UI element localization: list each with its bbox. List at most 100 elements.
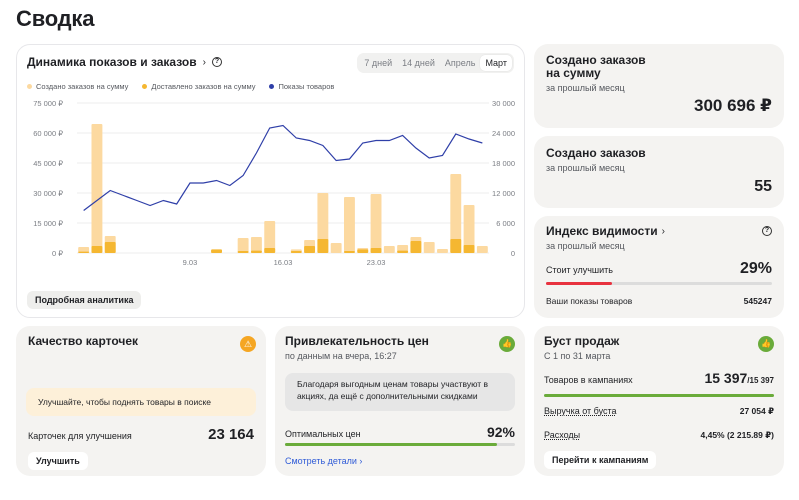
visibility-improve-label: Стоит улучшить: [546, 265, 613, 275]
bar-created: [423, 242, 435, 253]
boost-title: Буст продаж: [544, 334, 620, 348]
bar-created: [250, 237, 262, 253]
bar-created: [383, 246, 395, 253]
boost-goods-row: Товаров в кампаниях 15 397/15 397: [544, 370, 774, 388]
bar-delivered: [317, 239, 329, 253]
x-axis-tick-label: 16.03: [274, 258, 293, 267]
visibility-progress-fill: [546, 282, 612, 285]
orders-sum-value: 300 696 ₽: [693, 96, 772, 115]
legend-item-impressions[interactable]: Показы товаров: [269, 82, 334, 91]
legend-label: Доставлено заказов на сумму: [151, 82, 256, 91]
boost-revenue-row: Выручка от буста 27 054 ₽: [544, 406, 774, 417]
bar-delivered: [264, 248, 276, 253]
bar-delivered: [78, 251, 90, 253]
bar-delivered: [290, 251, 302, 253]
chart-card: Динамика показов и заказов › ? 7 дней 14…: [16, 44, 525, 318]
legend-item-delivered[interactable]: Доставлено заказов на сумму: [142, 82, 255, 91]
bar-delivered: [410, 241, 422, 253]
campaigns-button[interactable]: Перейти к кампаниям: [544, 451, 657, 469]
boost-progress-track: [544, 394, 774, 397]
orders-count-value: 55: [754, 178, 772, 195]
price-title: Привлекательность цен: [285, 334, 429, 348]
visibility-header[interactable]: Индекс видимости ›: [546, 224, 772, 238]
quality-count-value: 23 164: [208, 426, 254, 443]
orders-sum-subtitle: за прошлый месяц: [546, 83, 625, 93]
bar-created: [370, 194, 382, 253]
right-axis-tick-label: 6 000: [496, 219, 515, 228]
quality-count-label: Карточек для улучшения: [28, 431, 132, 441]
price-details-link-text[interactable]: Смотреть детали: [285, 456, 357, 466]
bar-created: [78, 247, 90, 253]
boost-goods-value: 15 397: [704, 370, 748, 386]
page-title: Сводка: [16, 6, 95, 31]
price-subtitle: по данным на вчера, 16:27: [285, 351, 397, 361]
boost-expenses-label[interactable]: Расходы: [544, 430, 581, 440]
right-axis-tick-label: 12 000: [492, 189, 515, 198]
chart-title[interactable]: Динамика показов и заказов: [27, 55, 197, 69]
tab-7-days[interactable]: 7 дней: [364, 58, 393, 68]
chevron-right-icon[interactable]: ›: [359, 456, 363, 466]
price-percent: 92%: [486, 424, 515, 440]
boost-expenses-value: 4,45% (2 215.89 ₽): [700, 430, 775, 440]
chart-legend: Создано заказов на сумму Доставлено зака…: [27, 82, 334, 91]
bar-created: [476, 246, 488, 253]
boost-revenue-label[interactable]: Выручка от буста: [544, 406, 617, 416]
bar-delivered: [344, 251, 355, 253]
left-axis-tick-label: 0 ₽: [52, 249, 63, 258]
visibility-card: Индекс видимости › ? за прошлый месяц Ст…: [534, 216, 784, 318]
bar-delivered: [237, 251, 249, 253]
left-axis-tick-label: 60 000 ₽: [33, 129, 63, 138]
tab-april[interactable]: Апрель: [444, 58, 476, 68]
thumbs-up-icon: 👍: [499, 336, 515, 352]
bar-created: [91, 124, 103, 253]
price-info: Благодаря выгодным ценам товары участвую…: [285, 373, 515, 411]
left-axis-tick-label: 30 000 ₽: [33, 189, 63, 198]
analytics-button[interactable]: Подробная аналитика: [27, 291, 142, 309]
bar-delivered: [397, 250, 409, 253]
boost-card: Буст продаж С 1 по 31 марта 👍 Товаров в …: [534, 326, 784, 476]
x-axis-tick-label: 9.03: [183, 258, 198, 267]
bar-delivered: [104, 242, 116, 253]
tab-march[interactable]: Март: [480, 55, 512, 71]
bar-delivered: [463, 245, 475, 253]
price-progress-track: [285, 443, 515, 446]
quality-title: Качество карточек: [28, 334, 139, 348]
tab-14-days[interactable]: 14 дней: [402, 58, 435, 68]
chevron-right-icon[interactable]: ›: [202, 56, 206, 68]
quality-hint: Улучшайте, чтобы поднять товары в поиске: [26, 388, 256, 416]
left-axis-tick-label: 15 000 ₽: [33, 219, 63, 228]
visibility-title[interactable]: Индекс видимости: [546, 224, 658, 238]
right-axis-tick-label: 24 000: [492, 129, 515, 138]
bar-created: [463, 205, 475, 253]
help-icon[interactable]: ?: [211, 57, 222, 67]
price-progress-fill: [285, 443, 497, 446]
visibility-subtitle: за прошлый месяц: [546, 241, 625, 251]
quality-card: Качество карточек ⚠ Улучшайте, чтобы под…: [16, 326, 266, 476]
legend-item-created[interactable]: Создано заказов на сумму: [27, 82, 128, 91]
boost-goods-value-group: 15 397/15 397: [704, 370, 774, 388]
thumbs-up-icon: 👍: [758, 336, 774, 352]
bar-delivered: [250, 250, 262, 253]
orders-sum-card: Создано заказов на сумму за прошлый меся…: [534, 44, 784, 128]
legend-dot: [142, 84, 148, 89]
bar-delivered: [211, 249, 222, 253]
x-axis-tick-label: 23.03: [367, 258, 386, 267]
chart-header[interactable]: Динамика показов и заказов › ?: [27, 55, 222, 69]
left-axis-tick-label: 45 000 ₽: [33, 159, 63, 168]
left-axis-tick-label: 75 000 ₽: [33, 99, 63, 108]
right-axis-tick-label: 0: [511, 249, 515, 258]
bar-delivered: [91, 246, 103, 253]
bar-delivered: [357, 249, 369, 253]
bar-created: [450, 174, 462, 253]
help-icon[interactable]: ?: [762, 226, 772, 236]
improve-button[interactable]: Улучшить: [28, 452, 88, 470]
orders-count-title: Создано заказов: [546, 146, 646, 160]
boost-subtitle: С 1 по 31 марта: [544, 351, 611, 361]
quality-row: Карточек для улучшения 23 164: [28, 426, 254, 443]
legend-label: Создано заказов на сумму: [36, 82, 129, 91]
impressions-label: Ваши показы товаров: [546, 296, 633, 306]
bar-delivered: [450, 239, 462, 253]
chevron-right-icon[interactable]: ›: [661, 225, 665, 237]
visibility-percent: 29%: [739, 260, 772, 277]
price-details-link[interactable]: Смотреть детали ›: [285, 456, 362, 466]
